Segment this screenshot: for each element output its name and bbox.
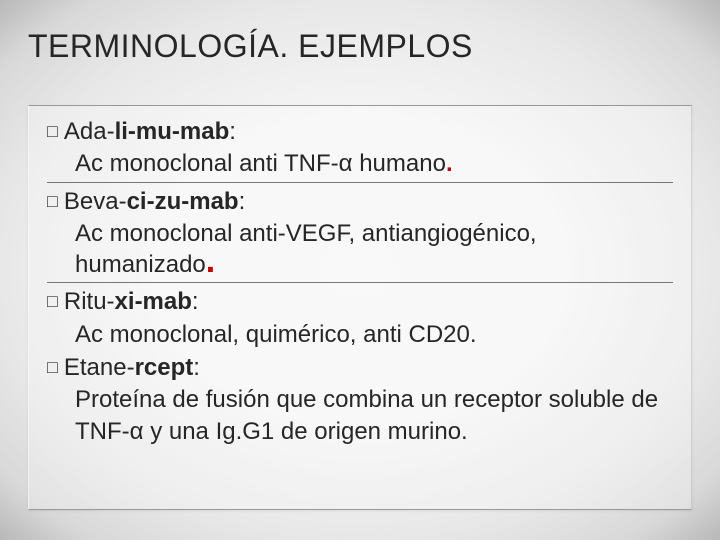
term-line: □Beva-ci-zu-mab: — [47, 186, 673, 218]
red-period: . — [206, 242, 215, 280]
bullet-icon: □ — [47, 119, 58, 143]
desc-text: Ac monoclonal anti-VEGF, antiangiogénico… — [75, 220, 537, 278]
term-bold: li-mu-mab — [115, 118, 230, 145]
term-suffix: : — [229, 118, 236, 145]
term-bold: rcept — [135, 354, 194, 381]
term-description: Ac monoclonal, quimérico, anti CD20. — [75, 319, 673, 350]
term-suffix: : — [192, 288, 199, 315]
term-bold: xi-mab — [115, 288, 192, 315]
divider — [47, 282, 673, 283]
red-period: . — [446, 150, 453, 177]
bullet-icon: □ — [47, 355, 58, 379]
term-line: □Ritu-xi-mab: — [47, 286, 673, 318]
term-description: Proteína de fusión que combina un recept… — [75, 384, 673, 446]
term-line: □Etane-rcept: — [47, 352, 673, 384]
term-suffix: : — [239, 188, 246, 215]
term-prefix: Beva- — [64, 188, 127, 215]
slide-title: TERMINOLOGÍA. EJEMPLOS — [28, 28, 473, 65]
term-prefix: Ritu- — [64, 288, 115, 315]
term-line: □Ada-li-mu-mab: — [47, 116, 673, 148]
slide: TERMINOLOGÍA. EJEMPLOS □Ada-li-mu-mab:Ac… — [0, 0, 720, 540]
list-item: □Etane-rcept:Proteína de fusión que comb… — [47, 352, 673, 447]
list-item: □Ada-li-mu-mab:Ac monoclonal anti TNF-α … — [47, 116, 673, 180]
term-description: Ac monoclonal anti-VEGF, antiangiogénico… — [75, 218, 673, 280]
divider — [47, 182, 673, 183]
list-item: □Ritu-xi-mab:Ac monoclonal, quimérico, a… — [47, 286, 673, 350]
term-prefix: Etane- — [64, 354, 135, 381]
term-description: Ac monoclonal anti TNF-α humano. — [75, 148, 673, 179]
term-prefix: Ada- — [64, 118, 115, 145]
desc-text: Ac monoclonal anti TNF-α humano — [75, 150, 446, 177]
term-suffix: : — [193, 354, 200, 381]
bullet-icon: □ — [47, 189, 58, 213]
content-panel: □Ada-li-mu-mab:Ac monoclonal anti TNF-α … — [28, 105, 692, 510]
term-bold: ci-zu-mab — [127, 188, 239, 215]
list-item: □Beva-ci-zu-mab:Ac monoclonal anti-VEGF,… — [47, 186, 673, 281]
bullet-icon: □ — [47, 289, 58, 313]
